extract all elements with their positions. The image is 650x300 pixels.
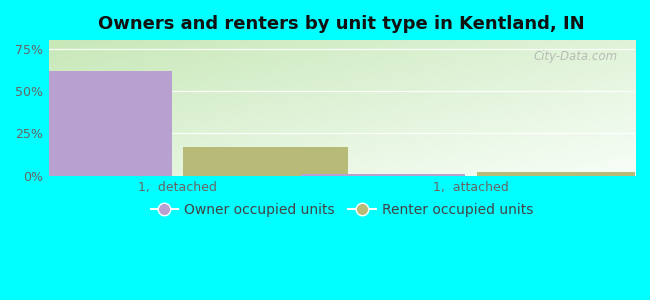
Bar xyxy=(8,70,172,176)
Bar xyxy=(183,147,348,175)
Bar xyxy=(476,172,641,176)
Text: City-Data.com: City-Data.com xyxy=(533,50,618,63)
Bar xyxy=(301,174,465,176)
Title: Owners and renters by unit type in Kentland, IN: Owners and renters by unit type in Kentl… xyxy=(98,15,585,33)
Legend: Owner occupied units, Renter occupied units: Owner occupied units, Renter occupied un… xyxy=(145,198,539,223)
